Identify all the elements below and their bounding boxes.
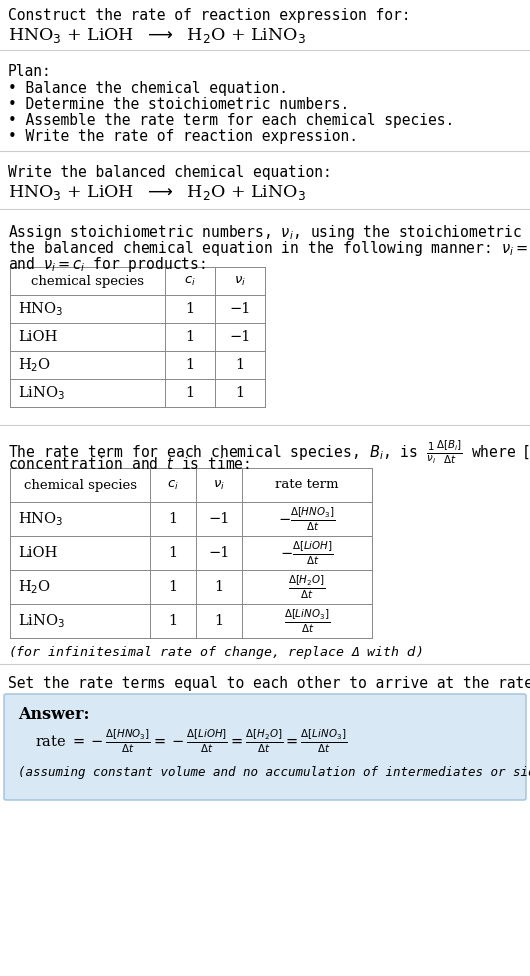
Text: • Write the rate of reaction expression.: • Write the rate of reaction expression.: [8, 129, 358, 144]
Text: 1: 1: [169, 546, 178, 560]
Text: 1: 1: [186, 358, 195, 372]
Text: Construct the rate of reaction expression for:: Construct the rate of reaction expressio…: [8, 8, 411, 23]
Text: Assign stoichiometric numbers, $\nu_i$, using the stoichiometric coefficients, $: Assign stoichiometric numbers, $\nu_i$, …: [8, 223, 530, 242]
Text: −1: −1: [229, 302, 251, 316]
Text: −1: −1: [208, 512, 229, 526]
Text: Answer:: Answer:: [18, 706, 90, 723]
Text: chemical species: chemical species: [23, 478, 137, 492]
Text: HNO$_3$: HNO$_3$: [18, 510, 63, 528]
Text: • Assemble the rate term for each chemical species.: • Assemble the rate term for each chemic…: [8, 113, 454, 128]
FancyBboxPatch shape: [4, 694, 526, 800]
Text: concentration and $t$ is time:: concentration and $t$ is time:: [8, 456, 250, 472]
Text: $c_i$: $c_i$: [184, 274, 196, 288]
Text: 1: 1: [186, 302, 195, 316]
Text: 1: 1: [235, 386, 244, 400]
Text: LiNO$_3$: LiNO$_3$: [18, 612, 65, 630]
Text: HNO$_3$ + LiOH  $\longrightarrow$  H$_2$O + LiNO$_3$: HNO$_3$ + LiOH $\longrightarrow$ H$_2$O …: [8, 26, 306, 45]
Text: LiNO$_3$: LiNO$_3$: [18, 385, 65, 402]
Text: 1: 1: [169, 512, 178, 526]
Text: 1: 1: [215, 614, 224, 628]
Text: −1: −1: [229, 330, 251, 344]
Text: 1: 1: [186, 386, 195, 400]
Text: the balanced chemical equation in the following manner: $\nu_i = -c_i$ for react: the balanced chemical equation in the fo…: [8, 239, 530, 258]
Text: 1: 1: [186, 330, 195, 344]
Text: $\frac{\Delta[LiNO_3]}{\Delta t}$: $\frac{\Delta[LiNO_3]}{\Delta t}$: [284, 607, 330, 634]
Text: • Balance the chemical equation.: • Balance the chemical equation.: [8, 81, 288, 96]
Text: HNO$_3$ + LiOH  $\longrightarrow$  H$_2$O + LiNO$_3$: HNO$_3$ + LiOH $\longrightarrow$ H$_2$O …: [8, 183, 306, 202]
Text: rate $= -\frac{\Delta[HNO_3]}{\Delta t} = -\frac{\Delta[LiOH]}{\Delta t} = \frac: rate $= -\frac{\Delta[HNO_3]}{\Delta t} …: [35, 728, 347, 755]
Text: LiOH: LiOH: [18, 330, 57, 344]
Text: $\nu_i$: $\nu_i$: [213, 478, 225, 492]
Text: HNO$_3$: HNO$_3$: [18, 301, 63, 318]
Text: 1: 1: [169, 614, 178, 628]
Text: $\nu_i$: $\nu_i$: [234, 274, 246, 288]
Text: $-\frac{\Delta[LiOH]}{\Delta t}$: $-\frac{\Delta[LiOH]}{\Delta t}$: [280, 540, 334, 567]
Text: and $\nu_i = c_i$ for products:: and $\nu_i = c_i$ for products:: [8, 255, 206, 274]
Text: rate term: rate term: [275, 478, 339, 492]
Text: 1: 1: [235, 358, 244, 372]
Text: $\frac{\Delta[H_2O]}{\Delta t}$: $\frac{\Delta[H_2O]}{\Delta t}$: [288, 573, 326, 601]
Text: H$_2$O: H$_2$O: [18, 578, 51, 596]
Text: (for infinitesimal rate of change, replace Δ with $d$): (for infinitesimal rate of change, repla…: [8, 644, 422, 661]
Text: LiOH: LiOH: [18, 546, 57, 560]
Text: Plan:: Plan:: [8, 64, 52, 79]
Text: • Determine the stoichiometric numbers.: • Determine the stoichiometric numbers.: [8, 97, 349, 112]
Text: −1: −1: [208, 546, 229, 560]
Text: Write the balanced chemical equation:: Write the balanced chemical equation:: [8, 165, 332, 180]
Text: 1: 1: [169, 580, 178, 594]
Text: Set the rate terms equal to each other to arrive at the rate expression:: Set the rate terms equal to each other t…: [8, 676, 530, 691]
Text: 1: 1: [215, 580, 224, 594]
Text: $-\frac{\Delta[HNO_3]}{\Delta t}$: $-\frac{\Delta[HNO_3]}{\Delta t}$: [278, 506, 335, 533]
Text: (assuming constant volume and no accumulation of intermediates or side products): (assuming constant volume and no accumul…: [18, 766, 530, 779]
Text: chemical species: chemical species: [31, 274, 144, 288]
Text: $c_i$: $c_i$: [167, 478, 179, 492]
Text: H$_2$O: H$_2$O: [18, 356, 51, 374]
Text: The rate term for each chemical species, $B_i$, is $\frac{1}{\nu_i}\frac{\Delta[: The rate term for each chemical species,…: [8, 439, 530, 467]
